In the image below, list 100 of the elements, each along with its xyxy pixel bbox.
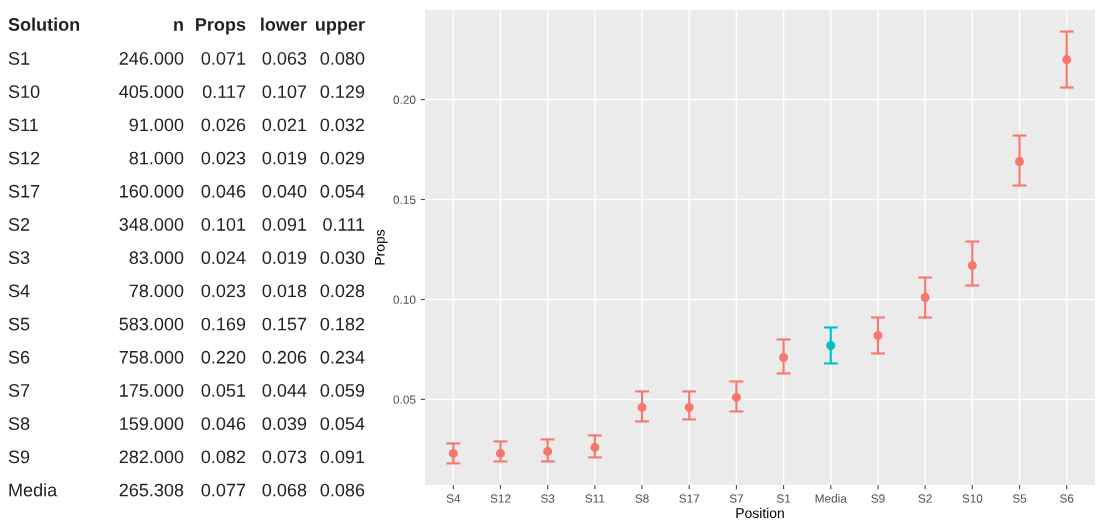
point (590, 442, 600, 452)
x-tick-label: S2 (918, 494, 932, 503)
text: 0.054 (320, 417, 365, 431)
category-label: lower (261, 17, 307, 31)
text: 265.308 (119, 483, 184, 497)
text: S5 (8, 317, 30, 331)
text: S8 (8, 417, 30, 431)
x-tick-label: S9 (871, 494, 885, 503)
text: 0.019 (262, 251, 307, 265)
category-label: n (174, 20, 183, 31)
text: 0.051 (201, 384, 246, 397)
text: 91.000 (129, 118, 184, 132)
text: 758.000 (119, 350, 184, 364)
x-tick-label: S7 (729, 494, 744, 503)
text: 0.024 (201, 251, 246, 265)
x-tick-label: S1 (776, 494, 791, 503)
text: 0.086 (320, 483, 365, 497)
point (684, 402, 694, 412)
x-tick-label: S12 (490, 494, 511, 503)
text: 0.234 (320, 350, 365, 364)
text: 0.063 (262, 52, 307, 65)
text: S11 (8, 118, 38, 132)
text: 0.073 (262, 450, 307, 464)
text: 405.000 (119, 85, 184, 99)
text: S7 (8, 384, 30, 397)
text: 0.091 (320, 450, 365, 464)
text: 583.000 (119, 317, 184, 331)
text: S6 (8, 350, 30, 364)
text: 160.000 (120, 184, 184, 198)
text: S3 (8, 251, 30, 265)
point (1015, 157, 1025, 167)
text: 0.068 (262, 483, 307, 497)
text: 81.000 (129, 151, 184, 165)
text: 0.021 (262, 118, 307, 132)
text: 0.032 (320, 118, 365, 132)
text: 282.000 (119, 450, 184, 464)
text: 0.030 (320, 251, 365, 265)
point (779, 352, 789, 362)
text: S10 (8, 85, 40, 99)
point (448, 448, 458, 458)
text: 0.028 (320, 284, 365, 298)
x-tick-label: S11 (585, 494, 605, 503)
text: 0.129 (320, 85, 365, 99)
text: 0.107 (262, 85, 307, 99)
point (920, 292, 930, 302)
text: 0.059 (320, 384, 365, 397)
text: S9 (8, 450, 30, 464)
point (873, 330, 883, 340)
x-tick-label: Media (815, 494, 847, 503)
text: 0.111 (323, 218, 365, 231)
text: 0.080 (320, 52, 365, 65)
point (731, 392, 741, 402)
x-tick-label: S5 (1012, 494, 1027, 503)
text: 0.023 (201, 151, 246, 165)
text: 0.026 (201, 118, 246, 132)
y-tick-label: 0.20 (393, 95, 416, 104)
text: 0.054 (320, 184, 365, 198)
text: 0.157 (262, 317, 307, 331)
y-axis-title: Props (375, 229, 388, 265)
x-tick-label: S17 (679, 494, 700, 503)
point (543, 446, 553, 456)
text: 348.000 (119, 218, 184, 231)
text: 0.019 (262, 151, 307, 165)
text: 0.039 (262, 417, 307, 431)
x-tick-label: S4 (446, 494, 461, 503)
text: 0.077 (201, 483, 246, 497)
text: 78.000 (129, 284, 184, 298)
point (967, 260, 977, 270)
text: 0.117 (202, 85, 246, 99)
x-tick-label: S8 (635, 494, 649, 503)
text: S17 (8, 184, 40, 198)
text: 0.023 (201, 284, 246, 298)
text: 159.000 (120, 417, 184, 431)
text: S12 (8, 151, 40, 165)
x-tick-label: S3 (540, 494, 555, 503)
text: 0.046 (201, 184, 246, 198)
text: 175.000 (120, 384, 184, 397)
text: 0.206 (262, 350, 307, 364)
point (637, 402, 647, 412)
text: 0.091 (262, 218, 307, 231)
x-axis-title: Position (736, 507, 784, 519)
text: 83.000 (129, 251, 184, 265)
y-tick-label: 0.15 (393, 195, 416, 204)
point (495, 448, 505, 458)
x-tick-label: S10 (962, 494, 983, 503)
text: 0.018 (262, 284, 307, 298)
text: 0.029 (320, 151, 365, 165)
text: 0.182 (320, 317, 365, 331)
category-label: Props (196, 18, 246, 35)
text: 246.000 (119, 52, 184, 65)
text: S4 (8, 284, 30, 298)
category-label: upper (315, 20, 365, 35)
text: 0.220 (201, 350, 246, 364)
text: S2 (8, 218, 30, 231)
y-tick-label: 0.05 (393, 395, 416, 404)
text: 0.046 (201, 417, 246, 431)
text: 0.082 (201, 450, 246, 464)
text: 0.071 (201, 52, 246, 65)
y-tick-label: 0.10 (393, 295, 416, 304)
text: 0.101 (201, 218, 246, 231)
